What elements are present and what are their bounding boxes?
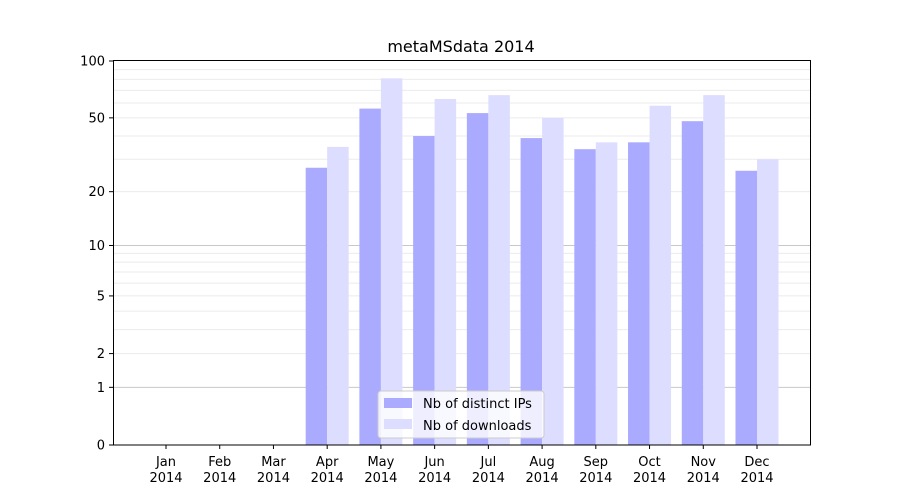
x-tick-label: 2014 (687, 471, 720, 486)
x-tick-label: 2014 (472, 471, 505, 486)
legend-label-ips: Nb of distinct IPs (423, 397, 532, 412)
bar-downloads (434, 98, 457, 446)
x-tick-label: Jul (480, 455, 497, 470)
x-tick-label: 2014 (203, 471, 236, 486)
bars (305, 78, 779, 446)
bar-ips (466, 113, 489, 445)
y-axis: 0 1 2 5 10 20 50 100 (80, 55, 113, 454)
y-tick-label: 10 (88, 239, 105, 254)
bar-downloads (542, 117, 564, 445)
bar-ips (359, 108, 381, 446)
x-tick-label: 2014 (740, 471, 773, 486)
legend-label-downloads: Nb of downloads (423, 419, 532, 434)
x-tick-label: Mar (261, 455, 286, 470)
y-tick-label: 2 (97, 347, 105, 362)
bar-downloads (703, 95, 725, 446)
x-tick-label: 2014 (149, 471, 182, 486)
x-tick-label: 2014 (633, 471, 666, 486)
x-tick-label: 2014 (364, 471, 397, 486)
x-tick-label: 2014 (579, 471, 612, 486)
x-axis: Jan2014Feb2014Mar2014Apr2014May2014Jun20… (149, 445, 774, 486)
y-tick-label: 20 (88, 185, 105, 200)
x-tick-label: Aug (529, 455, 554, 470)
bar-ips (305, 167, 328, 445)
x-tick-label: Dec (744, 455, 769, 470)
x-tick-label: Sep (584, 455, 609, 470)
bar-ips (413, 136, 435, 445)
bar-ips (574, 149, 596, 446)
bar-ips (628, 142, 650, 445)
y-tick-label: 1 (97, 381, 105, 396)
x-tick-label: Apr (316, 455, 339, 470)
chart-title: metaMSdata 2014 (387, 37, 534, 56)
x-tick-label: 2014 (526, 471, 559, 486)
y-tick-label: 100 (80, 55, 105, 70)
x-tick-label: Nov (691, 455, 717, 470)
x-tick-label: May (367, 455, 394, 470)
bar-ips (681, 121, 704, 446)
plot-frame (113, 60, 811, 446)
x-tick-label: 2014 (257, 471, 290, 486)
bar-downloads (595, 142, 618, 445)
legend: Nb of distinct IPs Nb of downloads (377, 390, 545, 439)
legend-box (377, 390, 545, 439)
x-tick-label: Feb (208, 455, 231, 470)
legend-swatch-ips (384, 398, 412, 408)
bar-ips (520, 138, 543, 445)
x-tick-label: Oct (638, 455, 660, 470)
legend-swatch-downloads (384, 419, 412, 429)
bar-downloads (380, 78, 403, 446)
bar-downloads (649, 105, 672, 446)
x-tick-label: Jan (155, 455, 176, 470)
bar-ips (735, 170, 757, 445)
bar-downloads (757, 159, 779, 445)
y-tick-label: 0 (97, 439, 105, 454)
grid (113, 69, 810, 388)
x-tick-label: 2014 (418, 471, 451, 486)
y-tick-label: 5 (97, 289, 105, 304)
x-tick-label: 2014 (311, 471, 344, 486)
bar-downloads (488, 95, 510, 446)
y-tick-label: 50 (88, 111, 105, 126)
bar-downloads (327, 146, 349, 445)
x-tick-label: Jun (423, 455, 444, 470)
